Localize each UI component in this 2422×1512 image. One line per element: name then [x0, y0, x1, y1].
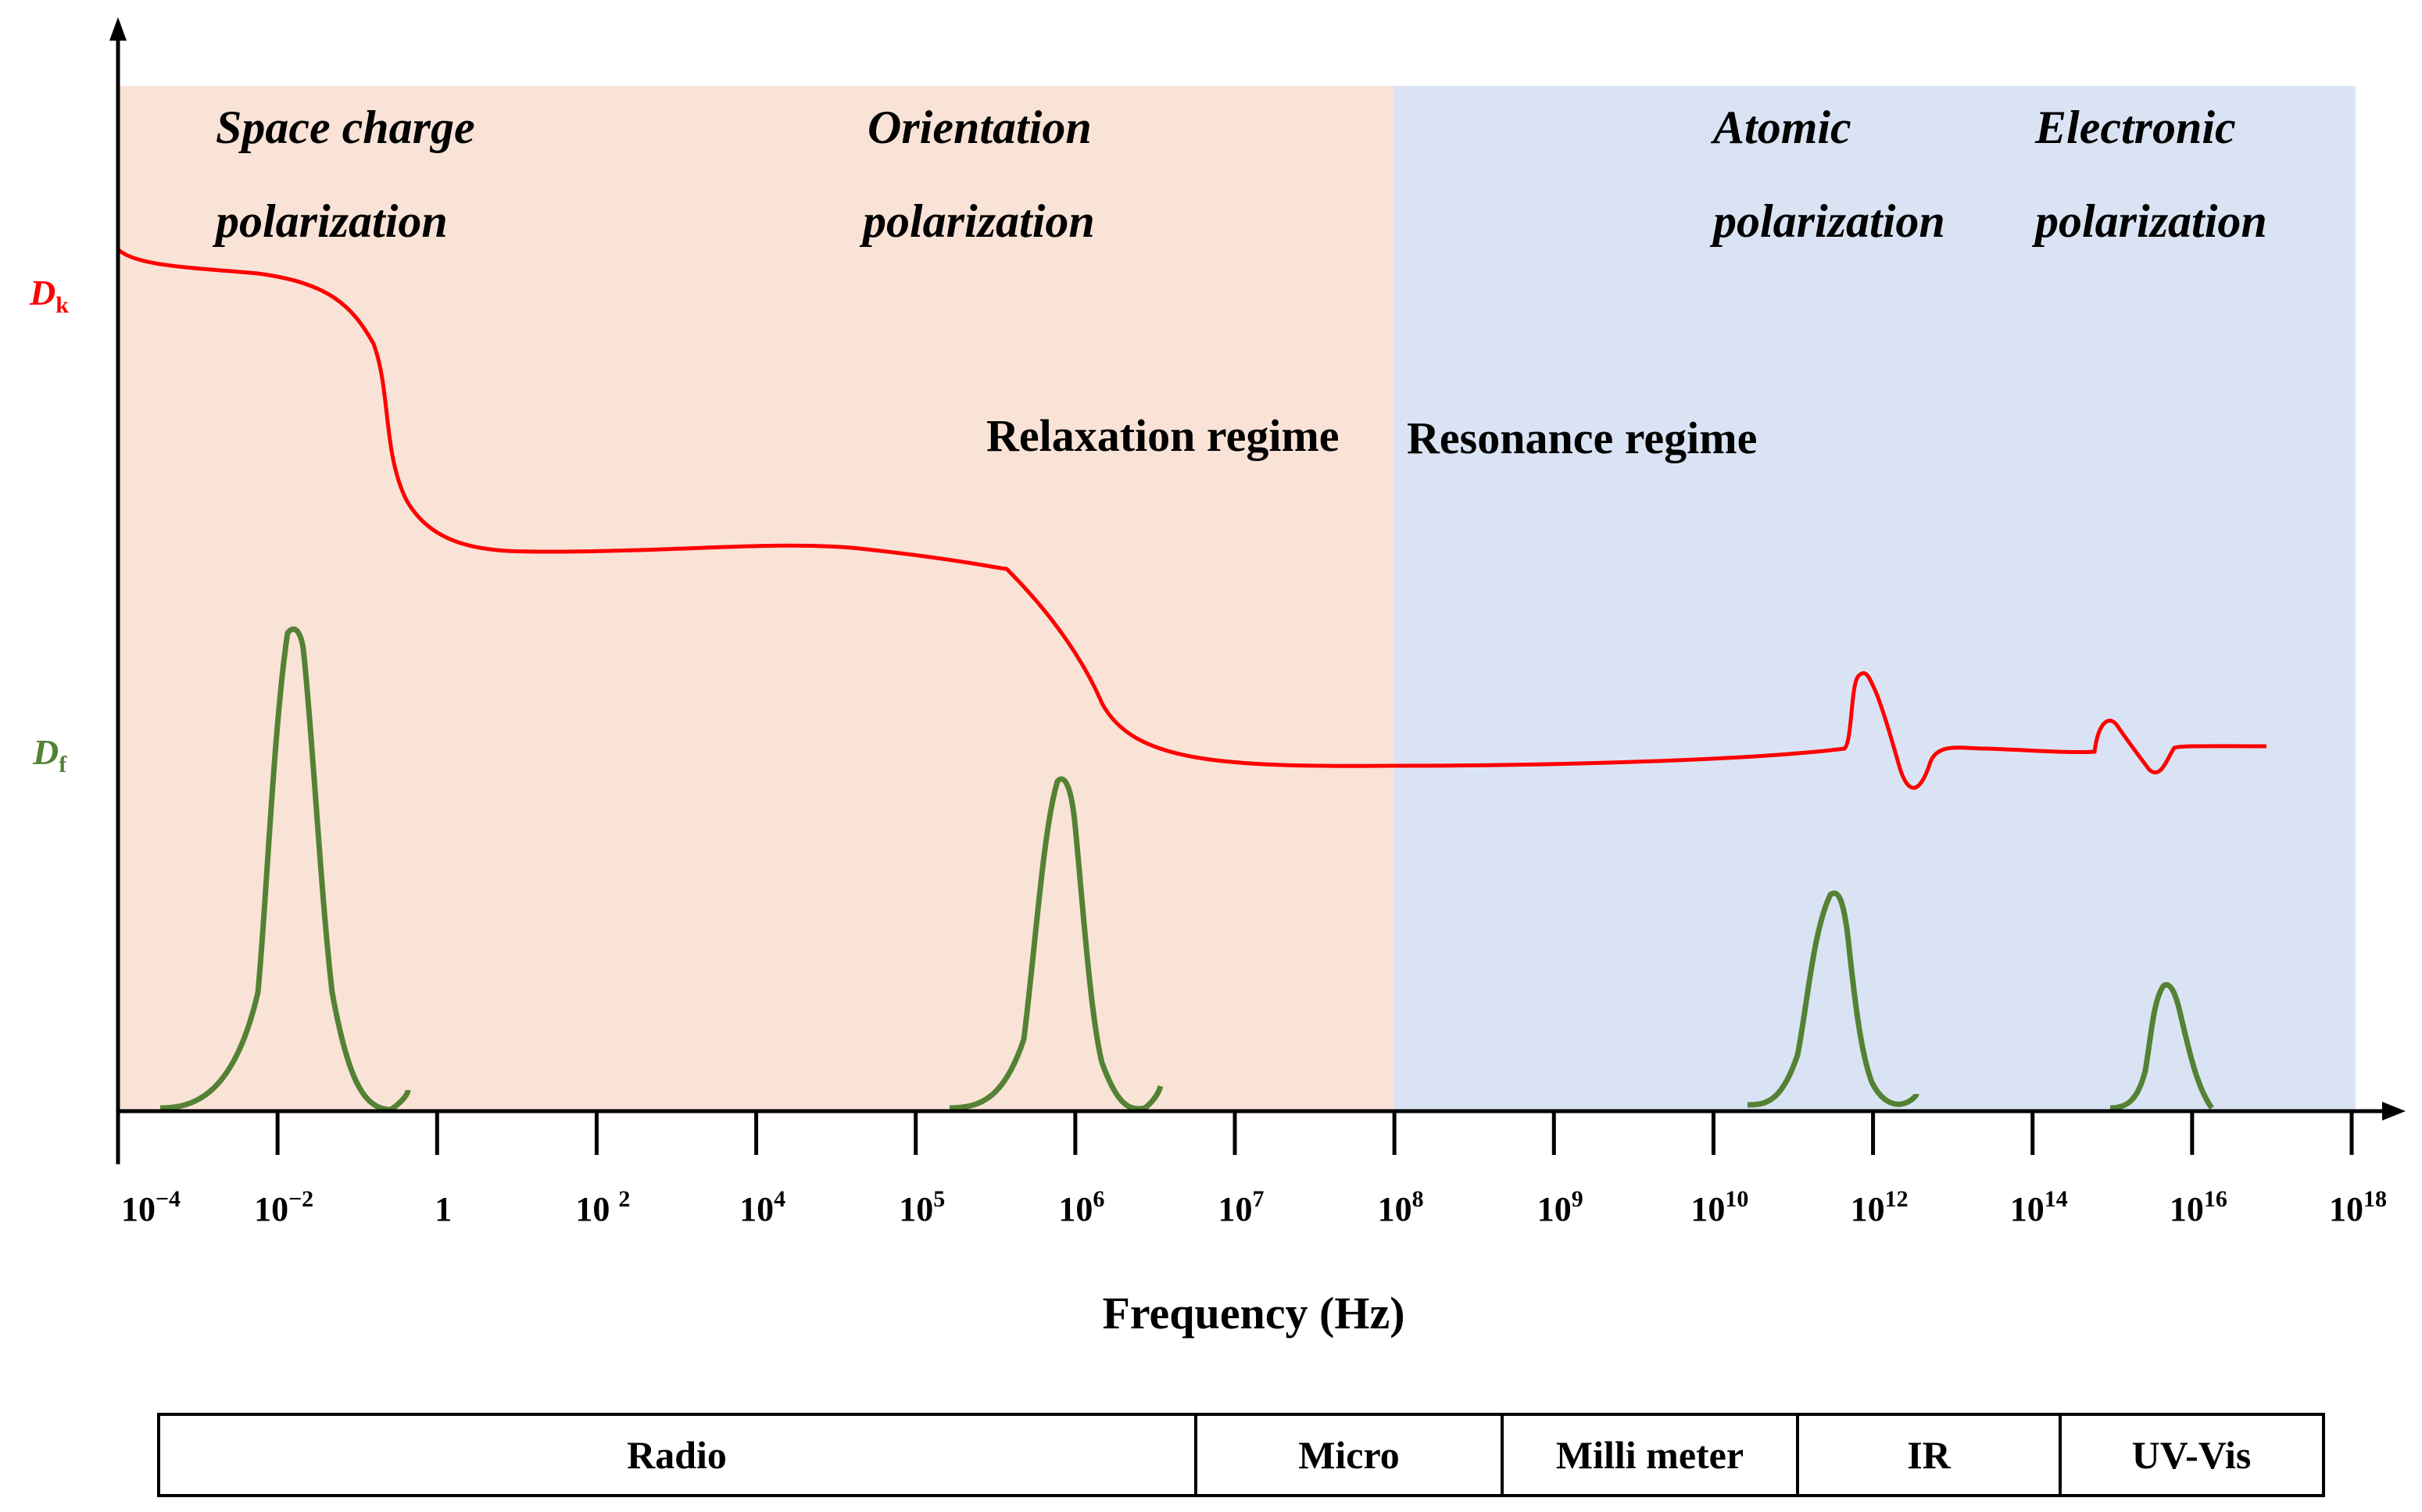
df-axis-label: Df — [32, 732, 67, 777]
band-radio: Radio — [627, 1433, 727, 1477]
x-tick-label: 1 — [435, 1190, 452, 1228]
x-tick-label: 10−2 — [254, 1186, 313, 1228]
x-axis-label: Frequency (Hz) — [1102, 1288, 1404, 1339]
atomic-title-line1: Atomic — [1710, 102, 1851, 153]
band-ir: IR — [1907, 1433, 1951, 1477]
x-tick-label: 109 — [1537, 1186, 1583, 1228]
x-tick-label: 10 2 — [575, 1186, 630, 1228]
x-tick-label: 1016 — [2170, 1186, 2227, 1228]
x-axis-tick-labels: 10−4 10−2 1 10 2 104 105 106 107 108 109 1010 1012 1… — [121, 1186, 2387, 1228]
x-axis-ticks — [116, 1111, 2354, 1155]
x-tick-label: 1014 — [2010, 1186, 2068, 1228]
resonance-regime-background — [1394, 86, 2356, 1111]
x-tick-label: 1012 — [1851, 1186, 1909, 1228]
axes — [109, 17, 2406, 1164]
relaxation-regime-background — [119, 86, 1394, 1111]
x-tick-label: 105 — [899, 1186, 945, 1228]
x-tick-label: 107 — [1218, 1186, 1265, 1228]
df-peak-space-charge — [159, 626, 411, 1113]
space-charge-title-line2: polarization — [212, 195, 448, 247]
space-charge-title-line1: Space charge — [216, 102, 475, 153]
x-tick-label: 108 — [1378, 1186, 1424, 1228]
relaxation-regime-label: Relaxation regime — [986, 410, 1340, 461]
orientation-title-line2: polarization — [859, 195, 1095, 247]
x-tick-label: 1010 — [1690, 1186, 1748, 1228]
x-tick-label: 10−4 — [121, 1186, 181, 1228]
df-peak-orientation — [949, 776, 1164, 1112]
dk-dielectric-constant-curve — [116, 247, 2267, 790]
electronic-title-line1: Electronic — [2034, 102, 2236, 153]
resonance-regime-label: Resonance regime — [1407, 413, 1757, 463]
dk-axis-label: Dk — [29, 273, 69, 318]
atomic-title-line2: polarization — [1709, 195, 1945, 247]
df-peak-electronic — [2109, 981, 2214, 1111]
band-table-frame — [157, 1413, 2325, 1497]
band-micro: Micro — [1298, 1433, 1400, 1477]
y-axis-arrow — [109, 17, 127, 41]
spectrum-band-table: Radio Micro Milli meter IR UV-Vis — [157, 1413, 2325, 1497]
x-tick-label: 1018 — [2329, 1186, 2387, 1228]
band-uv-vis: UV-Vis — [2132, 1433, 2252, 1477]
x-tick-label: 104 — [739, 1186, 785, 1228]
band-millimeter: Milli meter — [1556, 1433, 1744, 1477]
orientation-title-line1: Orientation — [868, 102, 1092, 153]
electronic-title-line2: polarization — [2031, 195, 2267, 247]
x-tick-label: 106 — [1058, 1186, 1104, 1228]
x-axis-arrow — [2382, 1102, 2406, 1121]
df-peak-atomic — [1747, 890, 1919, 1108]
